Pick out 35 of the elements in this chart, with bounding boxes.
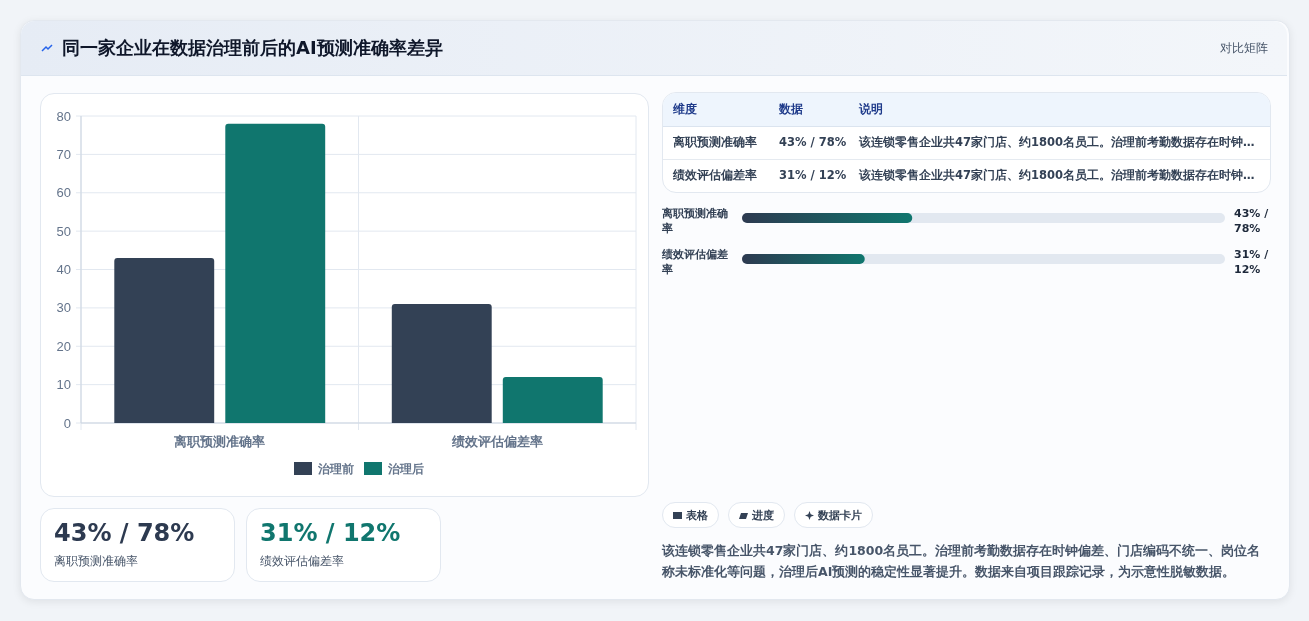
bar	[502, 376, 603, 423]
text: 该连锁零售企业共47家门店、约1800名员工。治理前考勤数据存在时钟…	[859, 135, 1255, 150]
data-label: 31% / 12%	[1234, 248, 1270, 276]
y-tick-label: 10	[56, 377, 71, 393]
text: 进度	[752, 507, 774, 523]
legend-label: 治理前	[317, 461, 354, 476]
y-tick-label: 30	[56, 300, 71, 316]
text: 离职预测准确率	[673, 135, 757, 150]
text: 绩效评估偏差率	[673, 168, 757, 183]
text: 43% / 78%	[779, 135, 847, 149]
y-tick-label: 60	[56, 185, 71, 201]
y-tick-label: 0	[63, 415, 71, 431]
text: 对比矩阵	[1219, 40, 1268, 57]
bar	[225, 123, 326, 423]
text: 31% / 12%	[260, 519, 401, 547]
text: 数据卡片	[818, 507, 862, 523]
y-tick-label: 80	[56, 108, 71, 124]
text: 该连锁零售企业共47家门店、约1800名员工。治理前考勤数据存在时钟…	[859, 168, 1255, 183]
text: 数据	[779, 102, 803, 117]
legend-label: 治理后	[387, 461, 424, 476]
text: 表格	[686, 507, 708, 523]
bar	[391, 304, 492, 423]
data-label: 43% / 78%	[1234, 207, 1270, 235]
y-tick-label: 70	[56, 146, 71, 162]
text: 31% / 12%	[779, 168, 847, 182]
text: 说明	[859, 102, 883, 117]
chart-title: 同一家企业在数据治理前后的AI预测准确率差异	[62, 36, 443, 60]
y-tick-label: 50	[56, 223, 71, 239]
y-tick-label: 20	[56, 338, 71, 354]
text: 该连锁零售企业共47家门店、约1800名员工。治理前考勤数据存在时钟偏差、门店编码不统一、岗位名称未标准化等问题，治理后AI预测的稳定性显著提升。数据来自项目跟踪记录，为示意性脱敏数据。	[662, 542, 1262, 581]
y-tick-label: 40	[56, 262, 71, 277]
text: 43% / 78%	[54, 519, 195, 547]
text: 绩效评估偏差率	[260, 554, 344, 569]
bar	[114, 257, 215, 423]
text: 维度	[673, 102, 697, 117]
